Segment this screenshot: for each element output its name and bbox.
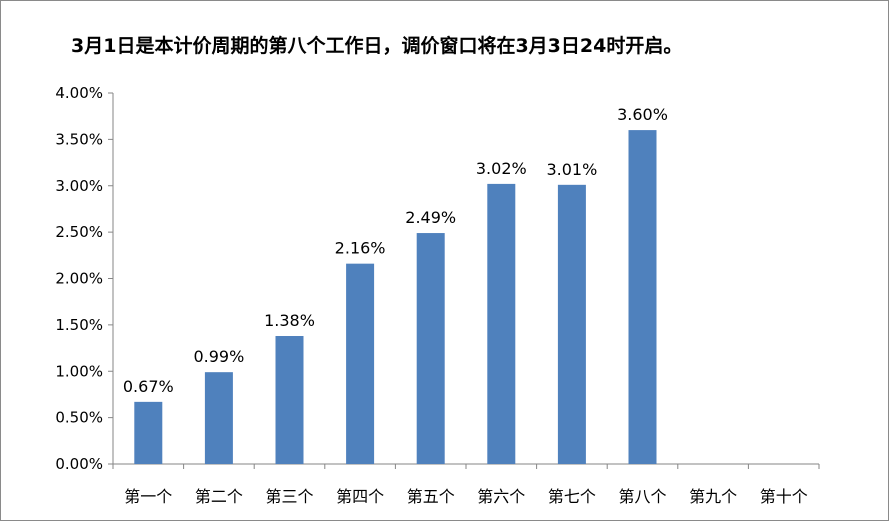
bar: [275, 336, 304, 464]
data-label: 0.67%: [123, 377, 174, 396]
x-tick-label: 第四个: [336, 487, 384, 506]
x-tick-label: 第六个: [477, 487, 525, 506]
x-tick-label: 第二个: [195, 487, 243, 506]
y-tick-label: 2.50%: [55, 223, 103, 241]
y-tick-label: 2.00%: [55, 270, 103, 288]
data-label: 3.01%: [546, 160, 597, 179]
x-tick-label: 第五个: [407, 487, 455, 506]
bar: [628, 130, 657, 464]
bar: [134, 401, 163, 464]
bar: [416, 233, 445, 464]
x-tick-label: 第一个: [124, 487, 172, 506]
data-label: 0.99%: [193, 347, 244, 366]
x-tick-label: 第九个: [689, 487, 737, 506]
x-tick-label: 第七个: [548, 487, 596, 506]
x-tick-label: 第十个: [760, 487, 808, 506]
x-tick-label: 第八个: [618, 487, 666, 506]
bar: [346, 263, 375, 464]
bar: [557, 184, 586, 464]
chart-title: 3月1日是本计价周期的第八个工作日，调价窗口将在3月3日24时开启。: [71, 35, 683, 57]
y-tick-label: 3.50%: [55, 130, 103, 148]
y-tick-label: 3.00%: [55, 177, 103, 195]
bar: [204, 372, 233, 464]
y-tick-label: 0.00%: [55, 455, 103, 473]
data-label: 3.60%: [617, 105, 668, 124]
y-tick-label: 1.50%: [55, 316, 103, 334]
data-label: 3.02%: [476, 159, 527, 178]
bar: [487, 183, 516, 464]
y-tick-label: 4.00%: [55, 84, 103, 102]
x-tick-label: 第三个: [265, 487, 313, 506]
data-label: 1.38%: [264, 311, 315, 330]
data-label: 2.16%: [335, 239, 386, 258]
data-label: 2.49%: [405, 208, 456, 227]
y-tick-label: 0.50%: [55, 409, 103, 427]
y-tick-label: 1.00%: [55, 362, 103, 380]
